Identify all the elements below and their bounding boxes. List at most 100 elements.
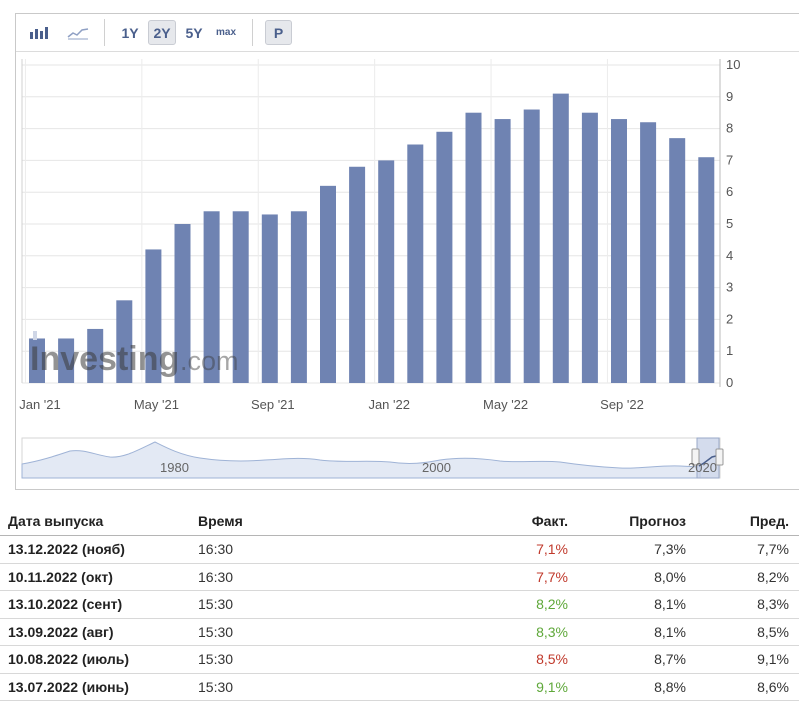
forecast-value: 7,3% [654, 541, 686, 557]
table-header-row: Дата выпуска Время Факт. Прогноз Пред. [0, 508, 799, 536]
bar[interactable] [494, 119, 511, 383]
toolbar-separator [252, 19, 253, 46]
y-tick-label: 0 [726, 375, 733, 390]
grid [21, 59, 720, 384]
toolbar-separator [104, 19, 105, 46]
header-date[interactable]: Дата выпуска [8, 513, 104, 529]
range-2y-button[interactable]: 2Y [148, 20, 176, 45]
navigator-label: 2020 [688, 460, 717, 475]
release-time: 16:30 [198, 568, 234, 585]
header-time[interactable]: Время [198, 513, 243, 529]
header-forecast[interactable]: Прогноз [629, 513, 686, 529]
release-time: 15:30 [198, 596, 234, 612]
table-row: 13.07.2022 (июнь) 15:30 9,1% 8,8% 8,6% [0, 674, 799, 701]
range-1y-button[interactable]: 1Y [117, 20, 143, 45]
x-tick-label: Sep '21 [251, 397, 295, 412]
bar[interactable] [58, 338, 75, 383]
chart-toolbar: 1Y 2Y 5Y max P [16, 14, 799, 52]
bar-chart-icon[interactable] [24, 20, 54, 45]
header-previous[interactable]: Пред. [749, 513, 789, 529]
x-axis: Jan '21 May '21 Sep '21 Jan '22 May '22 Sep '… [0, 390, 644, 415]
release-date: 13.07.2022 (июнь) [8, 678, 129, 695]
bar[interactable] [611, 119, 627, 383]
release-date: 10.11.2022 (окт) [8, 568, 113, 585]
release-table: Дата выпуска Время Факт. Прогноз Пред. 1… [0, 508, 799, 701]
investing-watermark: Investing .com [30, 331, 239, 378]
release-time: 15:30 [198, 678, 234, 695]
release-time: 15:30 [198, 651, 234, 667]
watermark-brand: Investing [30, 340, 179, 378]
table-row: 13.10.2022 (сент) 15:30 8,2% 8,1% 8,3% [0, 591, 799, 619]
bar[interactable] [669, 138, 686, 383]
bar[interactable] [174, 224, 191, 383]
previous-value: 8,3% [757, 596, 789, 612]
y-axis: 0 1 2 3 4 5 6 7 8 9 10 [719, 57, 740, 390]
bar[interactable] [465, 112, 482, 383]
release-date: 10.08.2022 (июль) [8, 651, 129, 667]
x-tick-label: Sep '22 [600, 397, 644, 412]
bar[interactable] [145, 249, 162, 383]
bar[interactable] [232, 211, 249, 383]
release-date: 13.12.2022 (нояб) [8, 541, 125, 557]
y-tick-label: 9 [726, 89, 733, 104]
forecast-value: 8,7% [654, 651, 686, 667]
watermark-suffix: .com [180, 346, 239, 376]
release-date: 13.09.2022 (авг) [8, 623, 114, 640]
x-tick-label: Jan '21 [19, 397, 61, 412]
forecast-value: 8,0% [654, 568, 686, 585]
bar[interactable] [640, 122, 657, 384]
x-tick-label: Jan '22 [368, 397, 410, 412]
bar[interactable] [116, 300, 133, 383]
x-tick-label: May '22 [483, 397, 528, 412]
table-row: 10.08.2022 (июль) 15:30 8,5% 8,7% 9,1% [0, 646, 799, 674]
previous-value: 9,1% [757, 651, 789, 667]
release-date: 13.10.2022 (сент) [8, 596, 123, 612]
previous-value: 8,6% [757, 678, 789, 695]
y-tick-label: 5 [726, 216, 733, 231]
y-tick-label: 10 [726, 57, 740, 72]
bar[interactable] [29, 338, 45, 383]
navigator-label: 2000 [422, 460, 451, 475]
range-max-button[interactable]: max [212, 20, 240, 45]
forecast-value: 8,8% [654, 678, 686, 695]
navigator-left-handle[interactable] [691, 448, 700, 466]
forecast-value: 8,1% [654, 623, 686, 640]
percent-toggle-button[interactable]: P [265, 20, 292, 45]
table-row: 13.12.2022 (нояб) 16:30 7,1% 7,3% 7,7% [0, 536, 799, 564]
bar[interactable] [87, 328, 104, 383]
range-5y-button[interactable]: 5Y [181, 20, 207, 45]
bar[interactable] [261, 214, 278, 383]
y-tick-label: 2 [726, 311, 733, 326]
x-tick-label: May '21 [134, 397, 179, 412]
bar[interactable] [290, 211, 307, 383]
previous-value: 8,2% [757, 568, 789, 585]
bar[interactable] [378, 160, 395, 383]
bar[interactable] [581, 112, 598, 383]
bar[interactable] [436, 131, 453, 383]
actual-value: 8,3% [536, 623, 568, 640]
header-actual[interactable]: Факт. [531, 513, 568, 529]
bar[interactable] [407, 144, 424, 384]
actual-value: 7,7% [536, 568, 568, 585]
bar[interactable] [552, 93, 569, 384]
range-navigator[interactable]: 1980 2000 2020 [21, 437, 724, 479]
bar[interactable] [320, 185, 336, 383]
bar[interactable] [523, 109, 540, 384]
bar[interactable] [349, 166, 366, 383]
previous-value: 8,5% [757, 623, 789, 640]
actual-value: 8,5% [536, 651, 568, 667]
actual-value: 8,2% [536, 596, 568, 612]
actual-value: 7,1% [536, 541, 568, 557]
navigator-right-handle[interactable] [715, 448, 724, 466]
bars [29, 93, 715, 384]
navigator-label: 1980 [160, 460, 189, 475]
bar[interactable] [698, 157, 715, 383]
line-chart-icon[interactable] [61, 20, 95, 45]
y-tick-label: 4 [726, 248, 733, 263]
forecast-value: 8,1% [654, 596, 686, 612]
y-tick-label: 3 [726, 280, 733, 295]
bar[interactable] [203, 211, 220, 383]
bar-chart: Investing .com 0 1 2 3 4 5 6 7 8 9 10 Jan '21 May '… [0, 57, 741, 479]
y-tick-label: 6 [726, 184, 733, 199]
table-body: 13.12.2022 (нояб) 16:30 7,1% 7,3% 7,7% 1… [0, 536, 799, 701]
